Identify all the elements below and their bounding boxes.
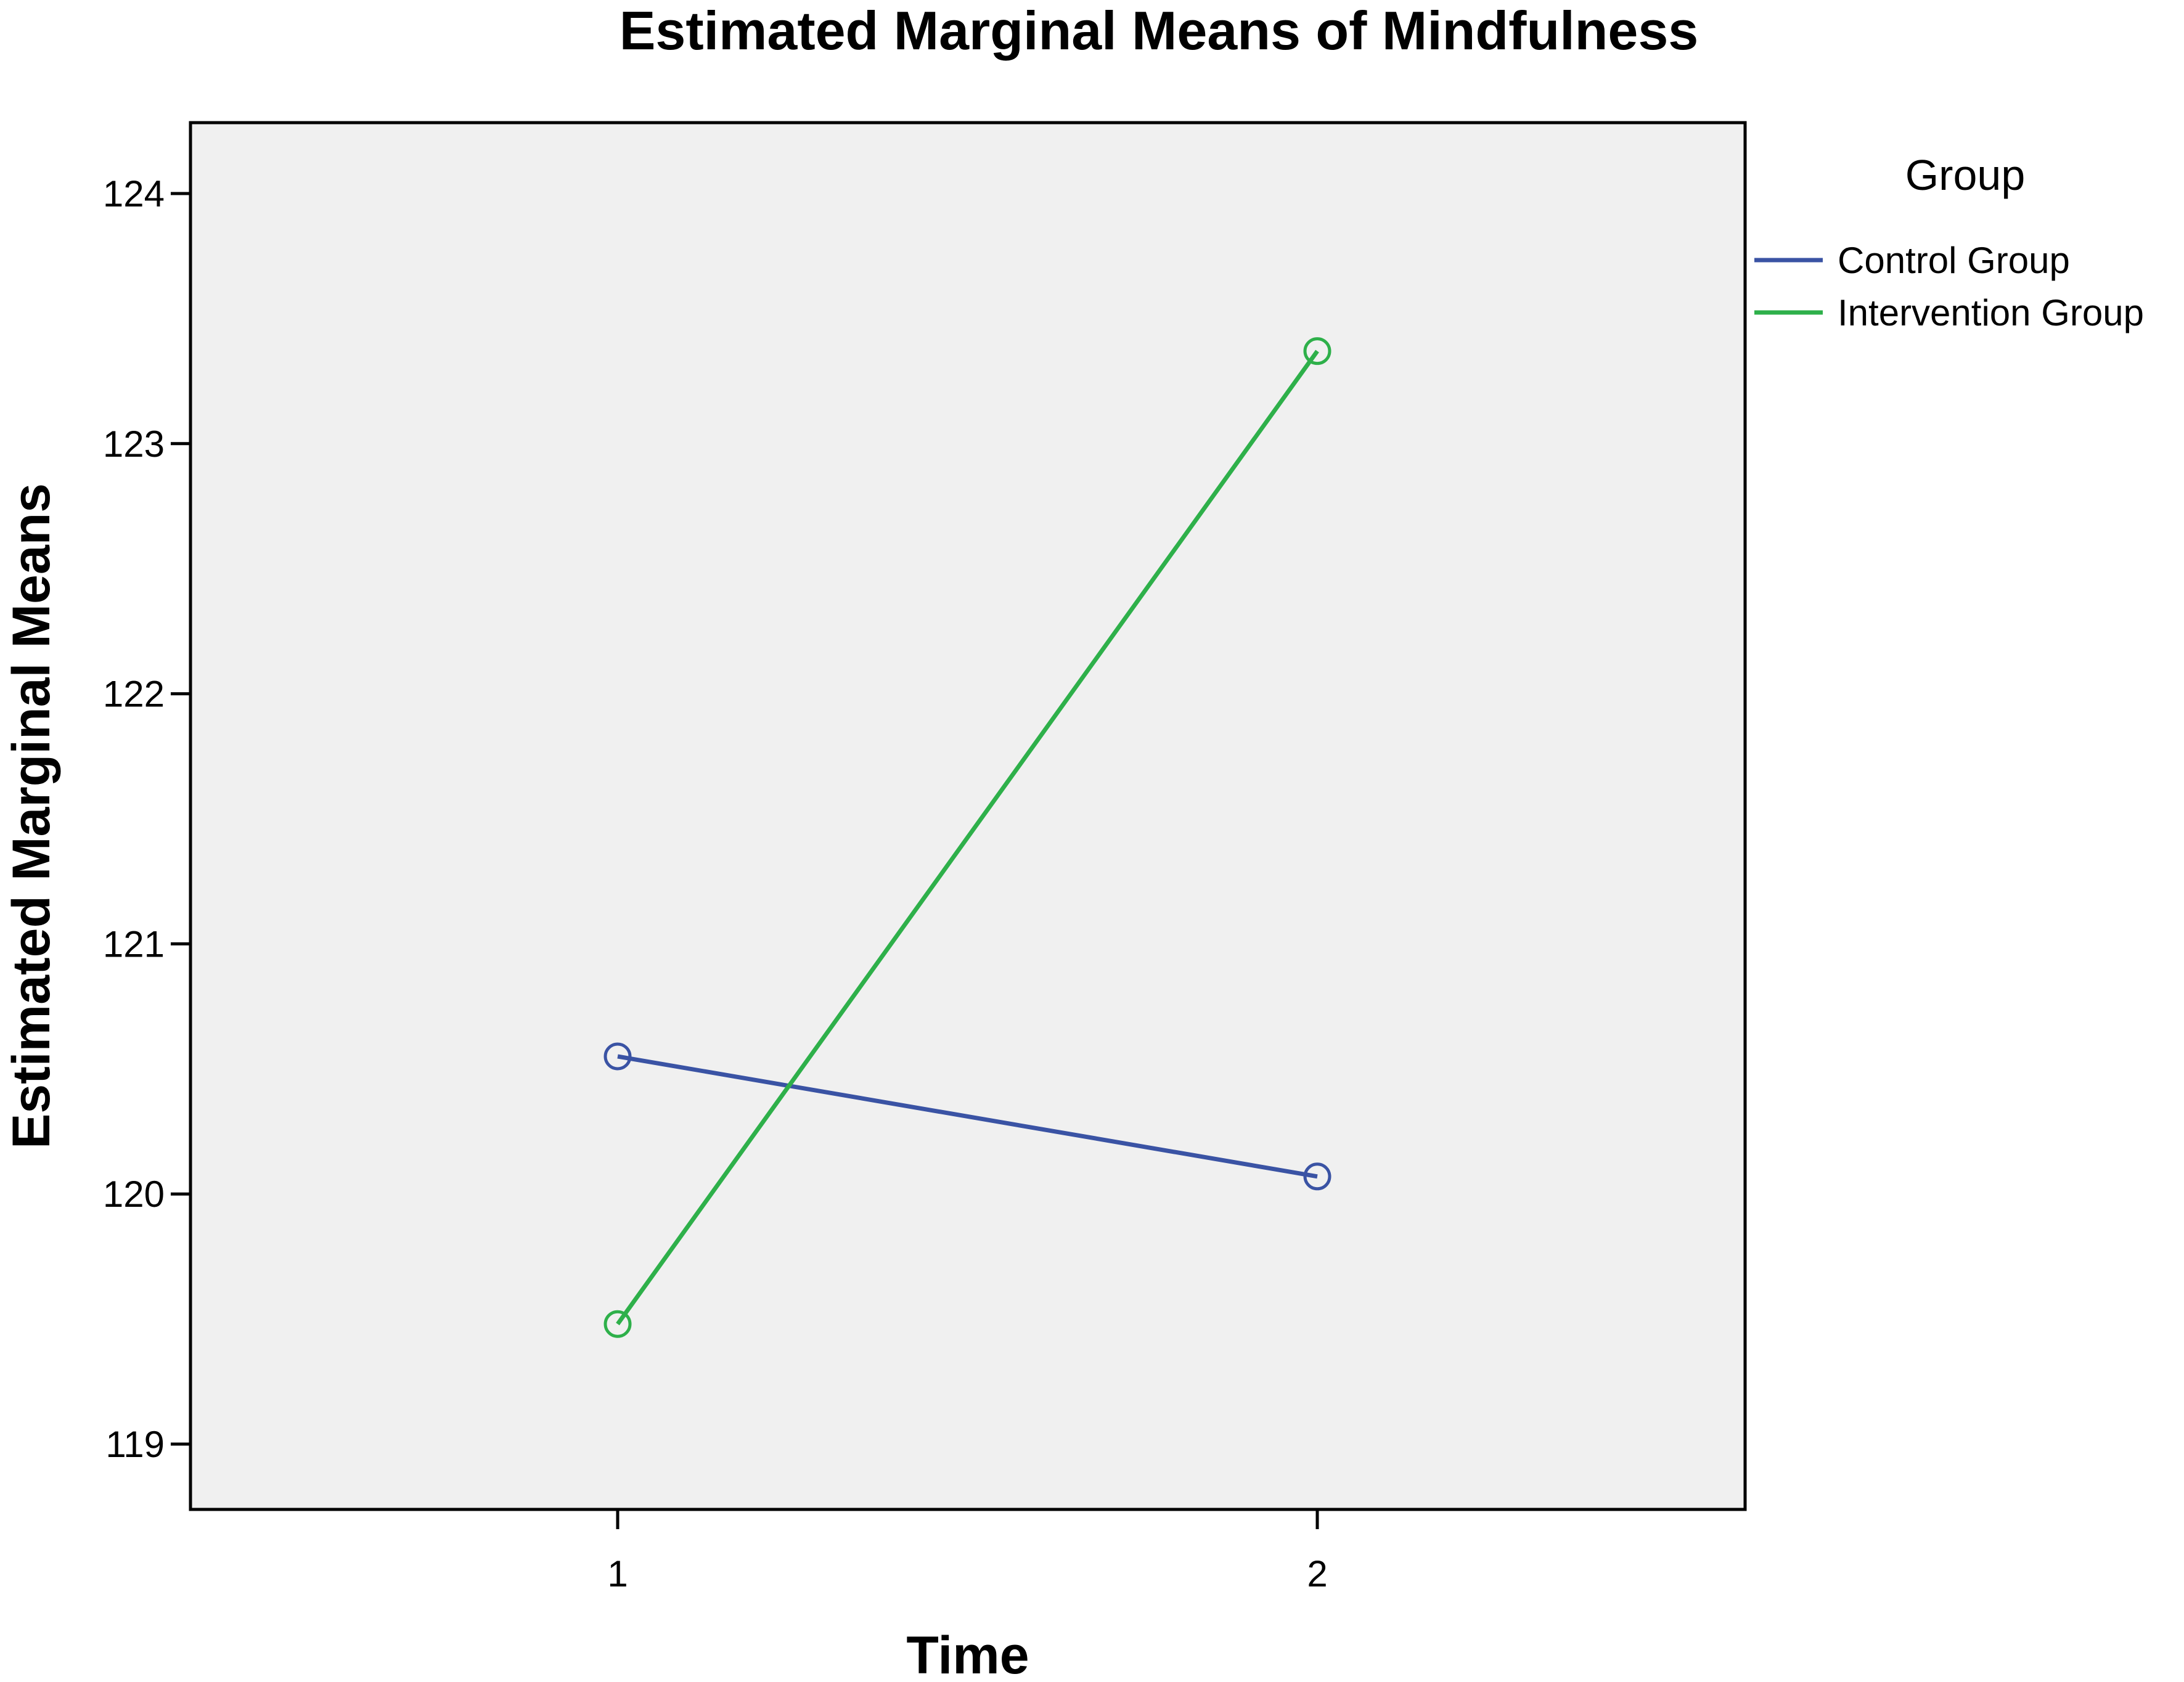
data-point-intervention-group-2 xyxy=(1303,337,1331,365)
y-axis-title: Estimated Marginal Means xyxy=(2,483,61,1149)
data-point-intervention-group-1 xyxy=(603,1310,632,1338)
y-tick-label-122: 122 xyxy=(103,674,165,715)
y-tick-label-123: 123 xyxy=(103,423,165,465)
plot-area xyxy=(189,121,1747,1511)
y-axis: 119 120 121 122 123 124 xyxy=(103,173,190,1465)
y-tick-label-124: 124 xyxy=(103,173,165,214)
data-point-control-group-2 xyxy=(1303,1162,1331,1191)
series-line-intervention-group xyxy=(616,349,1319,1326)
data-point-control-group-1 xyxy=(603,1042,632,1071)
y-tick-label-120: 120 xyxy=(103,1174,165,1215)
legend-label-intervention-group: Intervention Group xyxy=(1838,292,2144,333)
legend-label-control-group: Control Group xyxy=(1838,240,2070,281)
x-axis-title: Time xyxy=(906,1626,1029,1682)
series-layer xyxy=(603,337,1331,1338)
legend: Group Control Group Intervention Group xyxy=(1754,151,2144,333)
legend-title: Group xyxy=(1905,151,2026,199)
y-tick-label-121: 121 xyxy=(103,923,165,965)
x-tick-label-1: 1 xyxy=(607,1553,628,1594)
x-tick-label-2: 2 xyxy=(1307,1553,1327,1594)
y-tick-label-119: 119 xyxy=(105,1424,165,1465)
series-line-control-group xyxy=(617,1054,1318,1179)
chart-title: Estimated Marginal Means of Mindfulness xyxy=(620,0,1699,61)
